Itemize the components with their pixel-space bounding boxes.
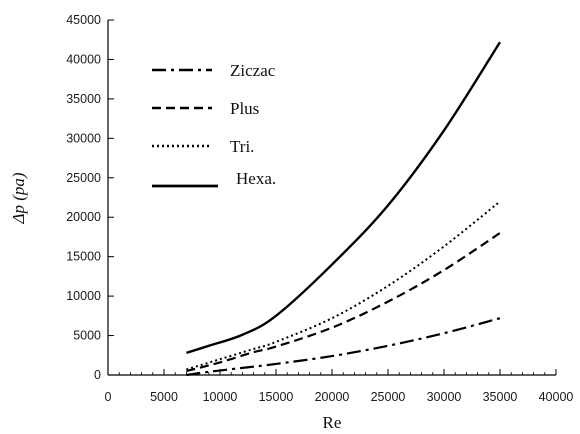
x-tick-label: 10000 bbox=[203, 390, 238, 404]
x-tick-label: 20000 bbox=[315, 390, 350, 404]
series-line-tri bbox=[186, 200, 501, 371]
y-tick-label: 0 bbox=[94, 368, 101, 382]
y-tick-label: 30000 bbox=[66, 131, 101, 145]
y-tick-label: 35000 bbox=[66, 92, 101, 106]
plot-area bbox=[186, 41, 502, 377]
x-tick-label: 40000 bbox=[539, 390, 574, 404]
x-tick-labels: 0 5000 10000 15000 20000 25000 30000 35000 40000 bbox=[105, 390, 574, 404]
x-tick-label: 30000 bbox=[427, 390, 462, 404]
x-tick-label: 0 bbox=[105, 390, 112, 404]
y-tick-label: 45000 bbox=[66, 13, 101, 27]
x-tick-label: 15000 bbox=[259, 390, 294, 404]
legend-label-ziczac: Ziczac bbox=[230, 61, 276, 80]
series-line-plus bbox=[186, 232, 501, 373]
y-tick-label: 40000 bbox=[66, 52, 101, 66]
legend-label-plus: Plus bbox=[230, 99, 259, 118]
y-tick-label: 10000 bbox=[66, 289, 101, 303]
y-tick-labels: 0 5000 10000 15000 20000 25000 30000 35000 40000… bbox=[66, 13, 101, 382]
x-tick-label: 35000 bbox=[483, 390, 518, 404]
x-axis-title: Re bbox=[323, 413, 342, 432]
y-axis-title: Δp (pa) bbox=[9, 172, 28, 224]
series-line-ziczac bbox=[186, 317, 501, 377]
y-tick-label: 15000 bbox=[66, 250, 101, 264]
legend: Ziczac Plus Tri. Hexa. bbox=[152, 61, 276, 188]
legend-label-hexa: Hexa. bbox=[236, 169, 276, 188]
y-tick-label: 20000 bbox=[66, 210, 101, 224]
y-tick-label: 5000 bbox=[73, 329, 101, 343]
y-tick-label: 25000 bbox=[66, 171, 101, 185]
axes bbox=[107, 19, 557, 376]
series-line-hexa bbox=[186, 41, 502, 355]
x-tick-label: 5000 bbox=[150, 390, 178, 404]
x-tick-label: 25000 bbox=[371, 390, 406, 404]
legend-label-tri: Tri. bbox=[230, 137, 254, 156]
